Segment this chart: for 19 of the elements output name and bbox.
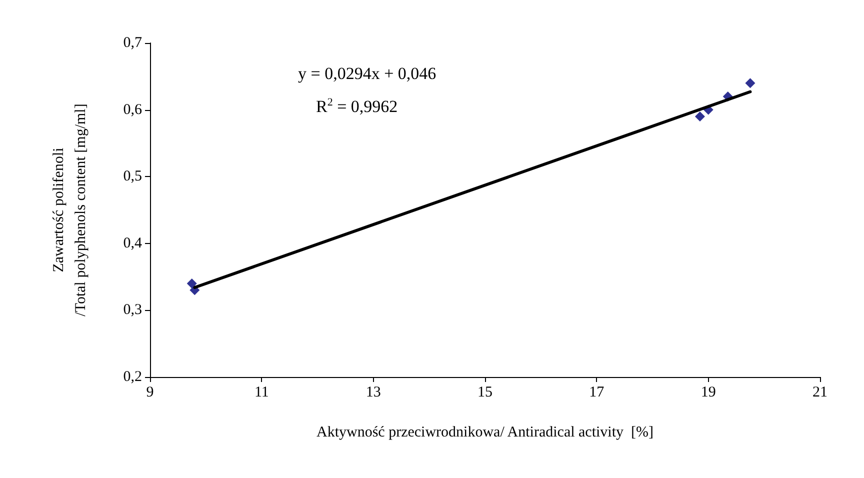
x-tick-label: 9 [146, 384, 154, 400]
y-axis-title: Zawartość polifenoli /Total polyphenols content [mg/ml] [51, 104, 89, 316]
y-tick-label: 0,4 [123, 235, 142, 252]
x-tick-label: 21 [812, 384, 828, 400]
point [745, 78, 756, 88]
x-tick-label: 11 [254, 384, 269, 400]
point [186, 278, 197, 288]
y-tick-label: 0,3 [123, 302, 142, 318]
point [694, 111, 705, 122]
y-tick-label: 0,7 [123, 35, 142, 51]
y-tick-label: 0,5 [123, 168, 142, 185]
y-tick-label: 0,2 [123, 369, 142, 385]
x-tick-label: 13 [366, 384, 381, 400]
y-tick-label: 0,6 [123, 102, 142, 118]
x-tick-label: 15 [478, 384, 492, 400]
x-axis-title: Aktywność przeciwrodnikowa/ Antiradical activity [%] [316, 424, 654, 440]
x-tick-label: 19 [700, 384, 716, 400]
x-tick-label: 17 [589, 384, 605, 400]
annotation: y = 0,0294x + 0,046 [298, 64, 436, 83]
